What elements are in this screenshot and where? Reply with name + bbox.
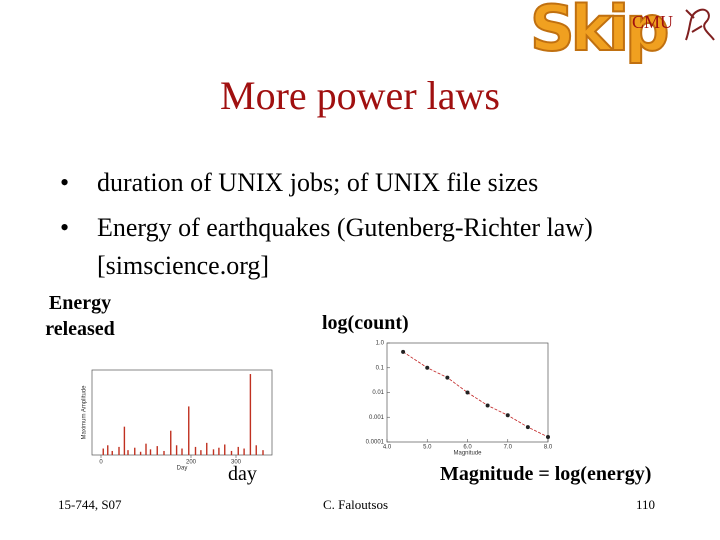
spike: [139, 451, 142, 455]
bullet-text: Energy of earthquakes (Gutenberg-Richter…: [97, 213, 593, 280]
spike: [194, 446, 197, 455]
spike: [111, 450, 113, 455]
point: [401, 349, 406, 354]
y-tick-label: 0.001: [369, 415, 385, 421]
spike: [118, 446, 120, 455]
point: [445, 375, 450, 380]
spike: [134, 447, 136, 455]
point: [485, 403, 490, 408]
spike: [224, 444, 226, 455]
spike: [206, 442, 208, 455]
spike: [102, 448, 104, 455]
point: [465, 390, 470, 395]
spike: [243, 448, 245, 455]
bullet: • Energy of earthquakes (Gutenberg-Richte…: [60, 213, 593, 280]
y-tick-label: 0.1: [376, 365, 385, 371]
x-tick-label: 8.0: [544, 445, 553, 451]
footer: C. Faloutsos: [323, 497, 389, 512]
x-axis-label: Magnitude: [453, 451, 482, 457]
x-tick-label: 200: [186, 460, 197, 466]
spike: [149, 449, 152, 455]
y-tick-label: 1.0: [376, 341, 385, 347]
spike: [262, 450, 264, 455]
trend-line: [402, 351, 549, 438]
point: [525, 425, 530, 430]
x-tick-label: 5.0: [423, 445, 432, 451]
x-tick-label: 7.0: [504, 445, 513, 451]
spike: [107, 445, 109, 455]
spike: [249, 374, 252, 455]
spike: [145, 443, 147, 455]
dragon-icon: [685, 8, 715, 41]
x-axis-label: Day: [177, 466, 188, 472]
spike: [200, 450, 202, 455]
spike: [175, 445, 178, 455]
title: More power laws: [220, 73, 500, 118]
point: [505, 413, 510, 418]
org: CMU: [632, 12, 674, 32]
bullet-text: duration of UNIX jobs; of UNIX file size…: [97, 168, 539, 197]
point: [546, 434, 550, 439]
footer: 15-744, S07: [58, 497, 122, 512]
spike: [218, 447, 220, 455]
spike: [212, 449, 215, 455]
y-tick-label: 0.01: [372, 390, 384, 396]
label: log(count): [322, 312, 409, 334]
spike: [127, 450, 129, 455]
y-tick-label: 0.0001: [366, 440, 385, 446]
x-tick-label: 0: [99, 460, 103, 466]
label: day: [228, 463, 257, 485]
x-tick-label: 4.0: [383, 445, 392, 451]
label: Energy released: [45, 292, 115, 340]
spike: [163, 450, 165, 455]
plot-frame: [91, 369, 273, 456]
bullet: • duration of UNIX jobs; of UNIX file siz…: [60, 168, 539, 197]
spike: [237, 446, 239, 455]
label: Magnitude = log(energy): [440, 463, 652, 485]
spike: [170, 430, 172, 455]
x-tick-label: 300: [231, 460, 242, 466]
spike: [188, 406, 190, 455]
footer: 110: [636, 497, 656, 512]
logo: Skip: [529, 0, 671, 66]
spike: [123, 426, 126, 455]
y-axis-label: Maximum Amplitude: [82, 385, 88, 440]
spike: [181, 448, 183, 455]
spike: [156, 446, 158, 455]
spike: [230, 450, 233, 455]
spike: [255, 445, 257, 455]
x-tick-label: 6.0: [463, 445, 472, 451]
point: [425, 365, 430, 370]
